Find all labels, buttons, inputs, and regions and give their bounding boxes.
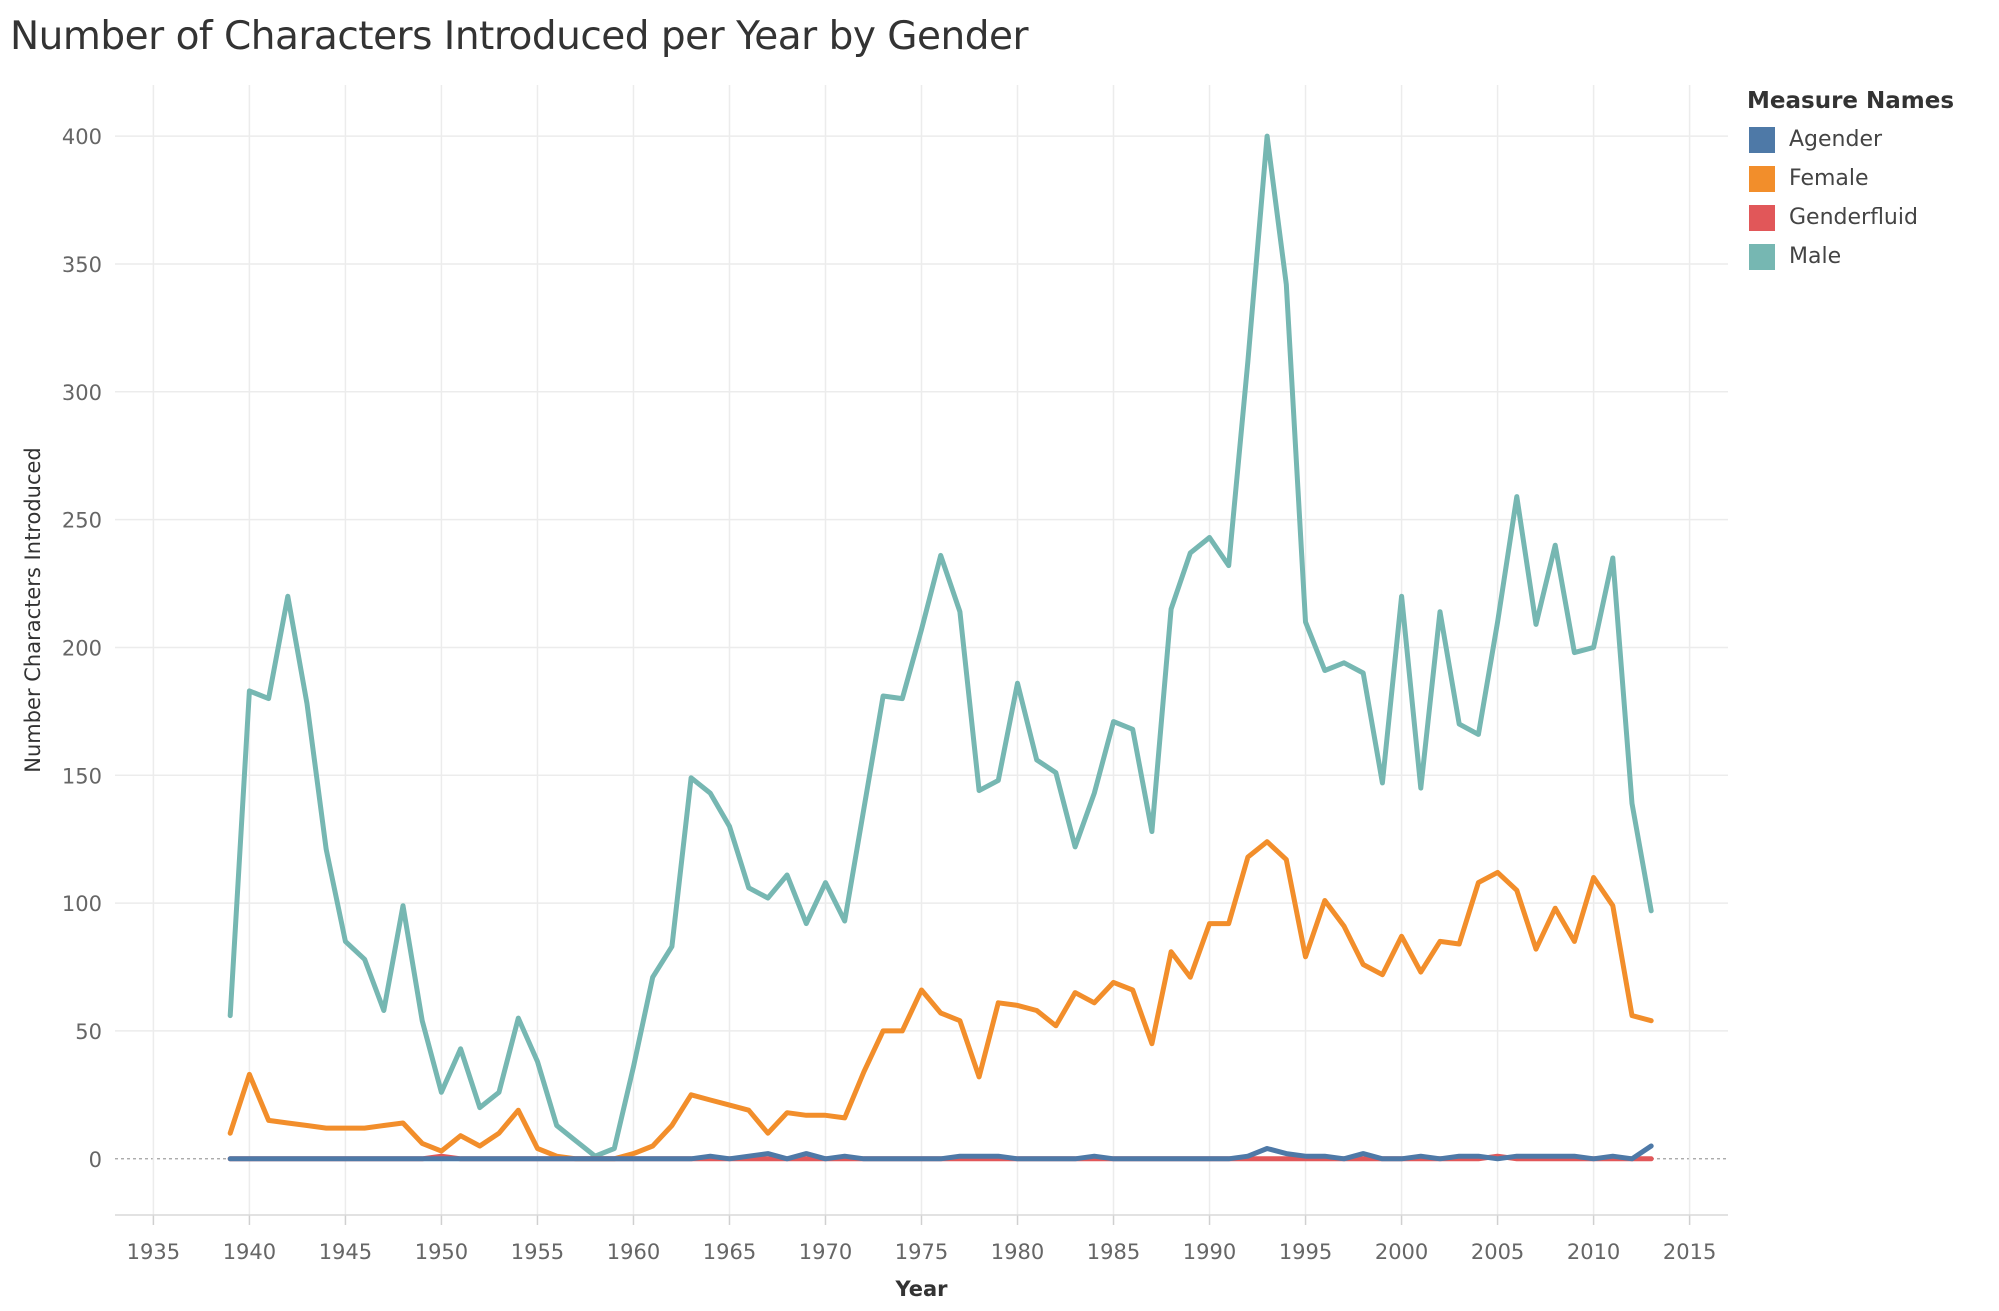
y-tick-label: 100: [62, 892, 102, 916]
y-tick-label: 200: [62, 636, 102, 660]
legend-label: Agender: [1789, 127, 1883, 152]
x-tick-label: 1995: [1279, 1240, 1332, 1264]
legend-label: Genderfluid: [1789, 205, 1918, 230]
legend-item-male[interactable]: Male: [1747, 237, 1954, 276]
legend-swatch: [1749, 243, 1775, 270]
x-tick-label: 1980: [991, 1240, 1044, 1264]
x-tick-label: 1970: [799, 1240, 852, 1264]
axes: 0 50 100 150 200 250 300 350 400 1935 1940 1945 1950…: [62, 125, 1728, 1264]
x-axis-title: Year: [894, 1277, 948, 1301]
y-tick-label: 250: [62, 509, 102, 533]
x-tick-label: 1965: [703, 1240, 756, 1264]
series-line-male[interactable]: [227, 133, 1654, 1159]
legend-title: Measure Names: [1747, 88, 1955, 114]
legend-item-female[interactable]: Female: [1747, 159, 1954, 198]
x-tick-label: 2015: [1663, 1240, 1716, 1264]
x-tick-label: 1985: [1087, 1240, 1140, 1264]
series-lines: [227, 133, 1654, 1162]
x-tick-label: 1940: [223, 1240, 276, 1264]
x-tick-label: 1990: [1183, 1240, 1236, 1264]
y-tick-label: 400: [62, 125, 102, 149]
legend-label: Male: [1789, 244, 1842, 269]
legend-swatch: [1749, 204, 1775, 231]
legend-swatch: [1749, 126, 1775, 153]
legend-item-genderfluid[interactable]: Genderfluid: [1747, 198, 1954, 237]
legend-label: Female: [1789, 166, 1869, 191]
y-tick-label: 300: [62, 381, 102, 405]
y-axis-title: Number Characters Introduced: [21, 447, 45, 773]
x-tick-label: 1960: [607, 1240, 660, 1264]
gridlines: [115, 85, 1728, 1215]
legend-item-agender[interactable]: Agender: [1747, 120, 1954, 159]
x-tick-label: 1955: [511, 1240, 564, 1264]
series-line-female[interactable]: [227, 839, 1654, 1162]
series-line-agender[interactable]: [227, 1143, 1654, 1162]
x-tick-label: 2000: [1375, 1240, 1428, 1264]
x-tick-label: 1975: [895, 1240, 948, 1264]
x-tick-label: 2005: [1471, 1240, 1524, 1264]
x-tick-label: 1935: [127, 1240, 180, 1264]
y-tick-label: 350: [62, 253, 102, 277]
y-tick-label: 50: [75, 1020, 102, 1044]
y-tick-label: 150: [62, 764, 102, 788]
y-tick-label: 0: [89, 1148, 102, 1172]
x-tick-label: 1945: [319, 1240, 372, 1264]
chart-title: Number of Characters Introduced per Year…: [10, 14, 1029, 59]
x-tick-label: 2010: [1567, 1240, 1620, 1264]
legend: Measure Names Agender Female Genderfluid Ma…: [1747, 88, 1954, 276]
legend-swatch: [1749, 165, 1775, 192]
legend-items: Agender Female Genderfluid Male: [1747, 120, 1954, 276]
x-tick-label: 1950: [415, 1240, 468, 1264]
